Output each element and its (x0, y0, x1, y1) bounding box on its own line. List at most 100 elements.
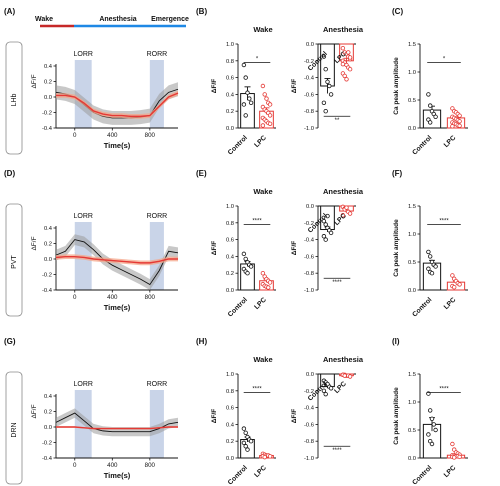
row0-wake-point-control-2 (245, 90, 250, 95)
row2-wake-y-axis-label: ΔF/F (211, 409, 218, 423)
row0-ca-peak-point-lpc-15 (450, 124, 455, 129)
row0-wake-point-lpc-15 (260, 123, 266, 128)
row0-ca-peak-y-tick-label-0: 0.0 (408, 126, 416, 132)
row0-anesthesia-point-lpc-11 (342, 73, 347, 79)
row0-wake-point-lpc-9 (267, 113, 273, 118)
row0-ca-peak-point-control-0 (426, 92, 431, 97)
row2-ca-peak-y-tick-label-0: 0.0 (408, 456, 416, 462)
row0-wake-point-control-4 (248, 100, 254, 105)
row1-anesthesia-point-control-6 (323, 237, 328, 242)
row0-anesthesia-point-control-4 (328, 92, 334, 97)
row2-ca-peak-significance-stars: **** (439, 386, 449, 392)
row1-ca-peak-y-tick-label-2: 1.0 (408, 232, 416, 238)
row2-ca-peak-point-control-2 (429, 416, 435, 421)
row1-wake-y-tick-label-2: 0.4 (226, 254, 235, 260)
row1-wake-title: Wake (253, 187, 272, 196)
row1-wake-category-label-control: Control (227, 296, 249, 318)
row0-anesthesia-point-lpc-13 (346, 50, 351, 55)
row2-ca-peak-point-lpc-11 (452, 455, 457, 460)
row0-wake-point-control-1 (243, 75, 248, 80)
row2-ca-peak-category-label-lpc: LPC (443, 464, 458, 479)
row1-anesthesia-point-control-4 (328, 230, 334, 236)
row0-wake-y-tick-label-3: 0.6 (226, 76, 234, 82)
row1-ca-peak-category-label-lpc: LPC (443, 296, 458, 311)
row1-ca-peak-category-label-control: Control (411, 296, 433, 318)
row1-event-label-rorr: RORR (147, 213, 168, 220)
row0-y-tick-label-4: -0.4 (42, 126, 53, 132)
row0-anesthesia-point-lpc-0 (340, 46, 346, 51)
row0-wake-point-lpc-0 (260, 83, 266, 89)
row0-wake-point-lpc-2 (264, 96, 269, 101)
row2-lpc-trace (56, 426, 178, 430)
row0-wake-point-control-5 (241, 102, 247, 107)
row0-ca-peak-point-control-6 (428, 120, 433, 125)
row1-wake-point-lpc-8 (266, 285, 271, 290)
row0-wake-y-tick-label-2: 0.4 (226, 92, 235, 98)
row1-wake-y-tick-label-5: 1.0 (226, 204, 234, 210)
row1-wake-y-tick-label-4: 0.8 (226, 221, 234, 227)
panel-letter-g: (G) (4, 337, 16, 346)
row0-x-tick-label-2: 800 (145, 132, 156, 139)
row0-ca-peak-significance-stars: * (443, 56, 446, 62)
row2-wake-point-control-6 (243, 444, 248, 449)
row0-anesthesia-point-control-3 (327, 83, 332, 89)
row0-y-tick-label-3: -0.2 (42, 111, 52, 117)
row0-ca-peak-y-tick-label-2: 1.0 (408, 70, 416, 76)
row1-y-tick-label-4: -0.4 (42, 288, 53, 294)
row0-wake-point-control-0 (241, 62, 247, 68)
row2-wake-point-control-1 (243, 430, 248, 435)
row1-ca-peak-point-lpc-6 (452, 285, 457, 290)
row2-control-trace (55, 412, 179, 433)
row1-x-tick-label-0: 0 (73, 294, 77, 301)
row1-anesthesia-y-tick-label-4: -0.8 (304, 271, 314, 277)
row1-wake-point-control-4 (248, 264, 254, 269)
panel-letter-i: (I) (392, 337, 400, 346)
row2-x-tick-label-2: 800 (145, 462, 156, 469)
row1-wake-category-label-lpc: LPC (253, 296, 268, 311)
row2-ca-peak-point-control-4 (433, 427, 438, 433)
row2-wake-point-lpc-6 (262, 454, 267, 460)
row0-ca-peak-point-control-4 (433, 114, 438, 119)
row2-anesthesia-y-tick-label-1: -0.2 (304, 389, 314, 395)
row2-y-tick-label-3: -0.2 (42, 441, 52, 447)
timeline-emergence-label: Emergence (151, 16, 189, 23)
row1-anesthesia-y-tick-label-3: -0.6 (304, 254, 314, 260)
row1-wake-point-lpc-0 (260, 271, 266, 276)
row0-anesthesia-point-control-5 (321, 100, 327, 105)
row2-anesthesia-y-axis-label: ΔF/F (291, 409, 298, 423)
row0-anesthesia-y-tick-label-2: -0.4 (304, 76, 315, 82)
row1-y-tick-label-3: -0.2 (42, 273, 52, 279)
row2-anesthesia-category-label-lpc: LPC (333, 380, 348, 395)
row2-anesthesia-point-control-7 (325, 381, 330, 387)
row2-anesthesia-point-lpc-4 (347, 374, 353, 379)
row0-anesthesia-point-lpc-9 (347, 66, 353, 72)
row1-anesthesia-point-control-1 (323, 222, 328, 227)
row0-y-axis-label: ΔF/F (31, 74, 38, 88)
row1-ca-peak-y-tick-label-3: 1.5 (408, 204, 416, 210)
row2-anesthesia-point-control-6 (323, 391, 328, 397)
panel-letter-f: (F) (392, 169, 403, 178)
row2-wake-point-control-5 (241, 440, 247, 446)
row2-ca-peak-point-control-5 (426, 432, 431, 437)
row1-region-box (5, 203, 23, 317)
row0-wake-y-tick-label-4: 0.8 (226, 59, 234, 65)
row1-ca-peak-point-control-7 (429, 271, 435, 276)
row2-ca-peak-y-tick-label-2: 1.0 (408, 400, 416, 406)
row1-y-tick-label-2: 0.0 (44, 257, 52, 263)
row0-anesthesia-point-control-2 (325, 79, 330, 84)
row1-y-tick-label-1: 0.2 (44, 242, 52, 248)
row0-y-tick-label-1: 0.2 (44, 80, 52, 86)
row0-region-box (5, 41, 23, 155)
row2-ca-peak-point-lpc-0 (450, 441, 455, 447)
row0-anesthesia-point-control-6 (323, 108, 328, 114)
timeline-wake-label: Wake (35, 16, 53, 23)
row1-ca-peak-y-tick-label-1: 0.5 (408, 260, 416, 266)
row1-anesthesia-category-label-lpc: LPC (333, 212, 348, 227)
row2-anesthesia-significance-stars: **** (332, 448, 342, 454)
panel-letter-b: (B) (196, 7, 207, 16)
row2-wake-y-tick-label-1: 0.2 (226, 439, 234, 445)
row0-anesthesia-point-control-1 (323, 66, 328, 72)
row1-wake-y-tick-label-1: 0.2 (226, 271, 234, 277)
row0-wake-category-label-control: Control (227, 134, 249, 156)
